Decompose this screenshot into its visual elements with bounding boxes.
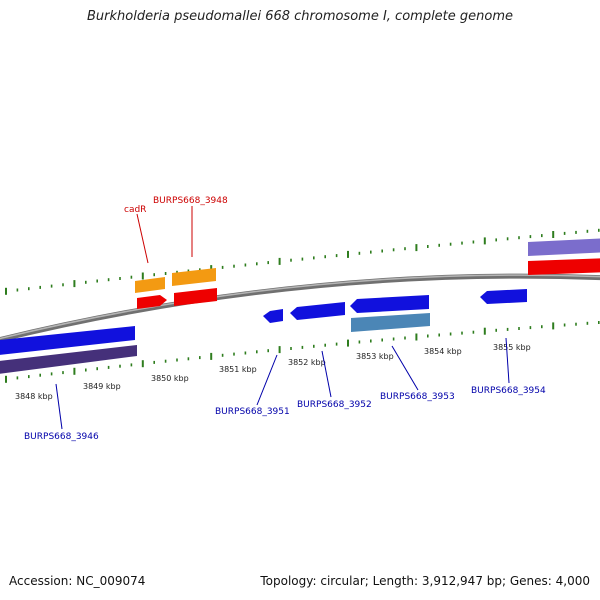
gene-blue-3954[interactable] bbox=[480, 289, 527, 304]
gene-label-3952[interactable]: BURPS668_3952 bbox=[297, 400, 372, 410]
chromosome-backbone-highlight bbox=[0, 274, 600, 340]
accession-text: Accession: NC_009074 bbox=[9, 574, 146, 588]
gene-blue-3951[interactable] bbox=[263, 309, 283, 323]
scale-label-3855: 3855 kbp bbox=[493, 343, 531, 352]
leader-line-3953 bbox=[391, 345, 419, 391]
gene-blue-large-left[interactable] bbox=[0, 326, 135, 356]
scale-label-3852: 3852 kbp bbox=[288, 358, 326, 367]
gene-lavender-right[interactable] bbox=[528, 238, 600, 256]
gene-blue-3953[interactable] bbox=[350, 295, 429, 313]
topology-summary: Topology: circular; Length: 3,912,947 bp… bbox=[260, 574, 590, 588]
gene-label-3954[interactable]: BURPS668_3954 bbox=[471, 386, 546, 396]
scale-label-3848: 3848 kbp bbox=[15, 392, 53, 401]
upper-tick-row bbox=[5, 228, 600, 295]
gene-label-3948[interactable]: BURPS668_3948 bbox=[153, 196, 228, 206]
gene-purple-left[interactable] bbox=[0, 345, 137, 375]
gene-blue-3952[interactable] bbox=[290, 302, 345, 320]
gene-red-right[interactable] bbox=[528, 258, 600, 275]
gene-label-3951[interactable]: BURPS668_3951 bbox=[215, 407, 290, 417]
scale-label-3853: 3853 kbp bbox=[356, 352, 394, 361]
gene-orange-cadr[interactable] bbox=[135, 277, 165, 293]
map-title: Burkholderia pseudomallei 668 chromosome… bbox=[86, 9, 514, 24]
gene-label-3953[interactable]: BURPS668_3953 bbox=[380, 392, 455, 402]
gene-orange-3948[interactable] bbox=[172, 268, 216, 286]
gene-label-3946[interactable]: BURPS668_3946 bbox=[24, 432, 99, 442]
leader-line-cadr bbox=[136, 213, 149, 264]
leader-line-3951 bbox=[256, 354, 278, 406]
gene-steel-3953[interactable] bbox=[351, 313, 430, 332]
gene-red-cadr[interactable] bbox=[137, 295, 167, 309]
scale-label-3854: 3854 kbp bbox=[424, 347, 462, 356]
gene-label-cadr[interactable]: cadR bbox=[124, 205, 146, 215]
leader-line-3952 bbox=[321, 350, 332, 398]
leader-line-3946 bbox=[55, 383, 63, 430]
lower-tick-row bbox=[5, 321, 600, 383]
leader-line-3954 bbox=[505, 337, 510, 384]
scale-label-3849: 3849 kbp bbox=[83, 382, 121, 391]
chromosome-backbone bbox=[0, 273, 600, 343]
scale-label-3851: 3851 kbp bbox=[219, 365, 257, 374]
gene-red-3948[interactable] bbox=[174, 288, 217, 306]
scale-label-3850: 3850 kbp bbox=[151, 374, 189, 383]
